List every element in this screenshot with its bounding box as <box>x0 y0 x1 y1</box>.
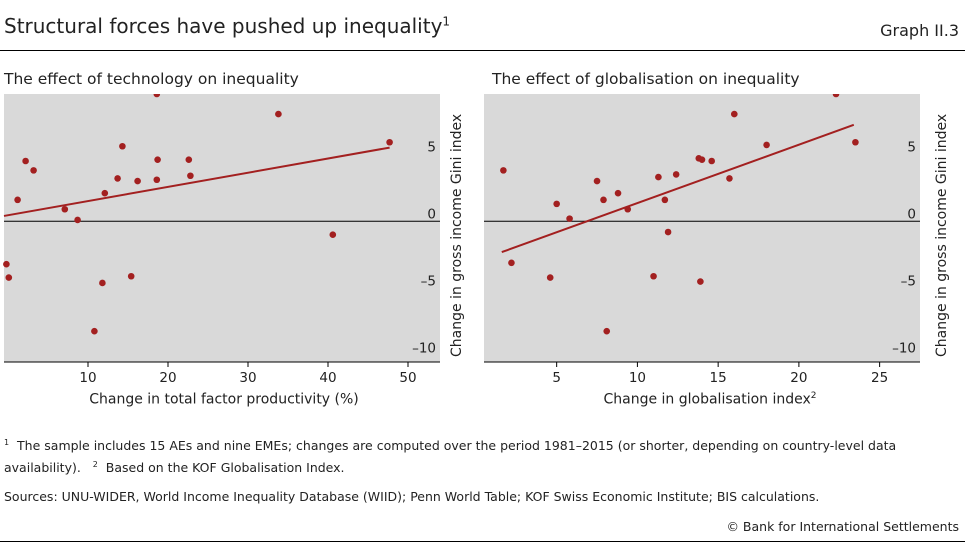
data-point <box>708 157 715 165</box>
data-point <box>650 272 657 280</box>
x-tick-label: 5 <box>552 370 561 384</box>
data-point <box>500 167 507 174</box>
copyright: © Bank for International Settlements <box>726 519 959 534</box>
data-point <box>119 142 126 150</box>
data-point <box>508 259 515 267</box>
data-point <box>553 200 560 208</box>
data-point <box>22 157 29 165</box>
data-point <box>114 175 121 182</box>
x-tick-label: 15 <box>710 370 727 384</box>
data-point <box>600 196 607 204</box>
data-point <box>99 279 106 287</box>
data-point <box>91 327 98 335</box>
data-point <box>185 156 193 163</box>
data-point <box>5 274 13 281</box>
y-tick-label: 5 <box>907 139 916 155</box>
y-tick-label: 0 <box>427 206 436 222</box>
data-point <box>30 167 37 174</box>
data-point <box>726 175 733 182</box>
right-y-axis-label: Change in gross income Gini index <box>934 113 950 357</box>
trend-line <box>3 146 390 217</box>
data-point <box>275 110 282 118</box>
data-point <box>614 189 622 197</box>
top-rule <box>0 50 965 51</box>
data-point <box>127 272 135 280</box>
right-x-axis-label: Change in globalisation index2 <box>603 391 817 408</box>
y-tick-label: 5 <box>427 139 436 155</box>
x-tick-label: 30 <box>239 370 256 384</box>
y-tick-label: 0 <box>907 206 916 222</box>
y-tick-label: –5 <box>421 273 436 289</box>
data-point <box>672 171 680 178</box>
y-tick-label: –10 <box>412 340 436 356</box>
left-y-axis-label: Change in gross income Gini index <box>449 113 465 357</box>
data-point <box>154 156 161 163</box>
data-point <box>832 94 840 98</box>
x-tick-label: 10 <box>79 370 96 384</box>
right-scatter-plot: 5 10 15 20 25 5 0 –5 –10 <box>484 94 920 384</box>
data-point <box>386 138 393 146</box>
x-tick-label: 40 <box>319 370 336 384</box>
data-point <box>852 138 859 146</box>
data-point <box>593 177 601 185</box>
data-point <box>329 231 337 238</box>
trend-line <box>501 123 855 254</box>
x-tick-label: 20 <box>790 370 807 384</box>
data-point <box>664 228 672 236</box>
y-tick-label: –5 <box>901 273 916 289</box>
footnote-1: 1 The sample includes 15 AEs and nine EM… <box>4 438 897 476</box>
data-point <box>187 172 194 180</box>
right-panel-title: The effect of globalisation on inequalit… <box>492 70 800 88</box>
data-point <box>74 216 81 224</box>
data-point <box>763 141 770 149</box>
plot-area <box>484 94 920 362</box>
x-tick-label: 20 <box>159 370 176 384</box>
data-point <box>153 176 161 184</box>
bottom-rule <box>0 541 965 542</box>
data-point <box>134 177 141 185</box>
data-point <box>655 173 662 181</box>
data-point <box>101 189 109 197</box>
data-point <box>730 110 738 118</box>
sources-note: Sources: UNU-WIDER, World Income Inequal… <box>4 489 820 504</box>
data-point <box>3 260 10 268</box>
y-tick-label: –10 <box>892 340 916 356</box>
x-tick-label: 10 <box>629 370 646 384</box>
data-point <box>698 156 706 163</box>
chart-title: Structural forces have pushed up inequal… <box>4 14 451 38</box>
left-x-axis-label: Change in total factor productivity (%) <box>89 391 359 408</box>
data-point <box>61 205 69 213</box>
data-point <box>624 205 632 213</box>
data-point <box>14 196 21 204</box>
data-point <box>566 215 573 222</box>
data-point <box>697 278 704 285</box>
plot-area <box>4 94 440 362</box>
graph-number: Graph II.3 <box>880 21 959 40</box>
data-point <box>661 196 669 204</box>
data-point <box>546 274 554 281</box>
data-point <box>603 327 611 335</box>
left-panel-title: The effect of technology on inequality <box>4 70 299 88</box>
data-point <box>153 94 161 98</box>
x-tick-label: 25 <box>871 370 888 384</box>
x-tick-label: 50 <box>399 370 416 384</box>
